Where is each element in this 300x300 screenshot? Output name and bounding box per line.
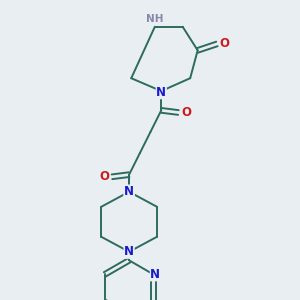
Text: N: N bbox=[124, 185, 134, 198]
Text: O: O bbox=[220, 38, 230, 50]
Text: N: N bbox=[124, 185, 134, 198]
Text: O: O bbox=[181, 106, 191, 119]
Text: N: N bbox=[150, 268, 161, 281]
Text: NH: NH bbox=[146, 14, 164, 24]
Text: O: O bbox=[100, 170, 110, 183]
Text: N: N bbox=[156, 85, 166, 99]
Text: N: N bbox=[124, 245, 134, 258]
